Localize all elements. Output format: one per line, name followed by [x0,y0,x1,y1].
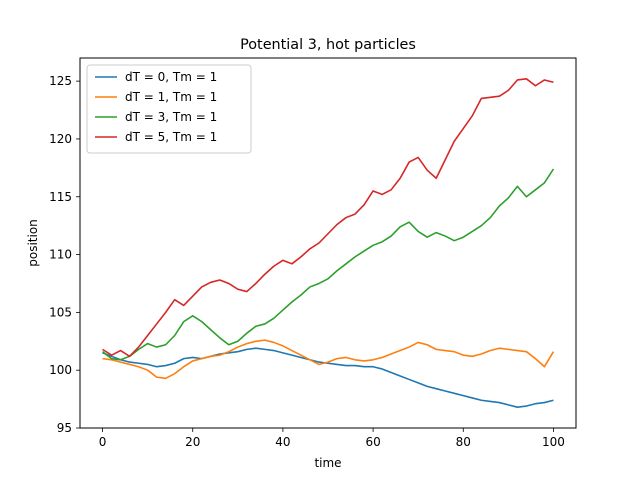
legend-label-3: dT = 3, Tm = 1 [125,110,217,124]
y-tick-label: 110 [49,248,72,262]
legend-label-2: dT = 1, Tm = 1 [125,90,217,104]
legend: dT = 0, Tm = 1 dT = 1, Tm = 1 dT = 3, Tm =… [86,64,252,154]
axis-ticks: 0 20 40 60 80 100 95 100 105 110 115 120 125 [49,74,565,449]
series-line-4 [102,78,554,358]
legend-label-4: dT = 5, Tm = 1 [125,130,217,144]
y-tick-label: 115 [49,190,72,204]
series-line-2 [102,339,555,380]
legend-box [86,64,252,154]
series-line-1 [102,347,554,408]
x-tick-label: 100 [542,435,565,449]
y-tick-label: 105 [49,305,72,319]
y-tick-label: 100 [49,363,72,377]
y-tick-label: 125 [49,74,72,88]
x-tick-label: 80 [456,435,471,449]
axes-frame [79,57,577,429]
x-axis-label: time [314,456,341,470]
chart-title: Potential 3, hot particles [240,37,416,53]
x-tick-label: 0 [99,435,107,449]
series-lines [102,78,555,408]
x-tick-label: 60 [365,435,380,449]
y-axis-label: position [26,219,40,267]
y-tick-label: 120 [49,132,72,146]
x-tick-label: 20 [185,435,200,449]
legend-label-1: dT = 0, Tm = 1 [125,70,217,84]
series-line-3 [102,168,555,361]
x-tick-label: 40 [275,435,290,449]
y-tick-label: 95 [57,421,72,435]
